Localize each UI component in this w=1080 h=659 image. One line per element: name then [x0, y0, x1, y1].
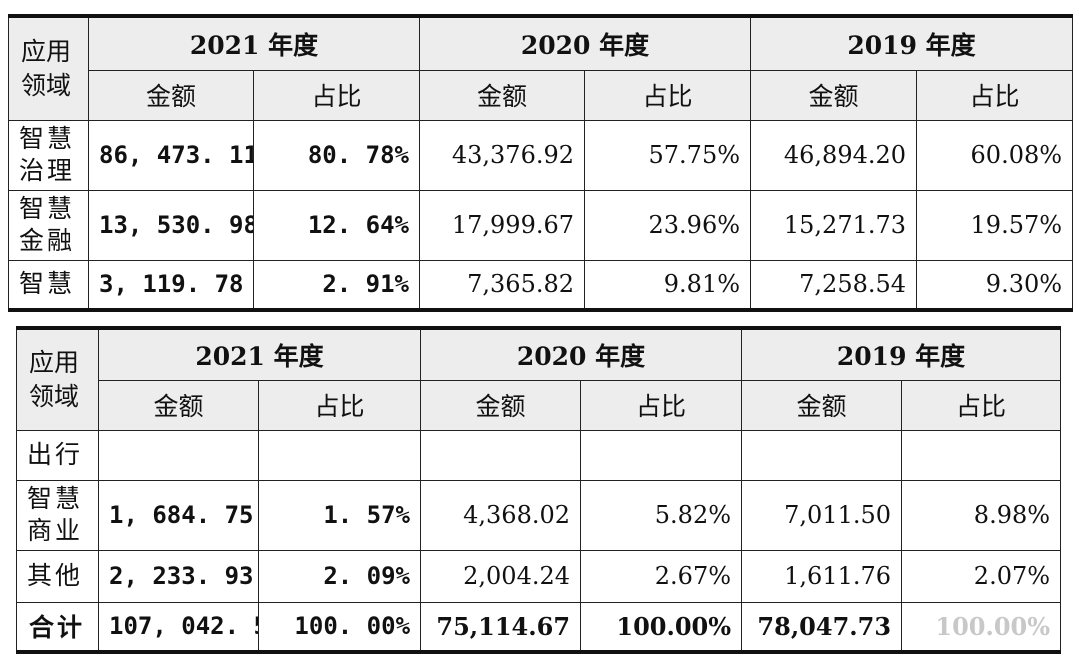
- amount-header: 金额: [741, 379, 903, 431]
- revenue-by-field-table-bottom: 应用 领域 2021 年度 2020 年度 2019 年度 金额 占比 金额 占比…: [16, 326, 1062, 654]
- row-label: 其他: [16, 549, 99, 603]
- row-label: 智慧: [8, 259, 89, 311]
- ratio-cell: 2.67%: [580, 549, 743, 603]
- ratio-cell: 80. 78%: [252, 119, 421, 191]
- ratio-header: 占比: [580, 379, 743, 431]
- ratio-cell: 9.81%: [584, 259, 752, 311]
- table-row: 智慧 金融 13, 530. 98 12. 64% 17,999.67 23.96…: [8, 189, 1074, 261]
- ratio-header: 占比: [916, 69, 1074, 121]
- amount-cell: 15,271.73: [750, 189, 918, 261]
- table-row: 智慧 治理 86, 473. 11 80. 78% 43,376.92 57.75…: [8, 119, 1074, 191]
- field-header: 应用 领域: [8, 15, 89, 121]
- amount-cell: 86, 473. 11: [88, 119, 254, 191]
- empty-cell: [98, 429, 259, 481]
- row-label: 智慧 金融: [8, 189, 89, 261]
- ratio-cell: 57.75%: [584, 119, 752, 191]
- header-fragment: [945, 0, 1075, 6]
- ratio-cell: 12. 64%: [252, 189, 421, 261]
- amount-cell: 43,376.92: [419, 119, 586, 191]
- revenue-by-field-table-top: 应用 领域 2021 年度 2020 年度 2019 年度 金额 占比 金额 占比…: [8, 14, 1074, 312]
- ratio-cell: 2. 91%: [252, 259, 421, 311]
- total-ratio-cell: 100.00%: [901, 601, 1062, 653]
- amount-header: 金额: [420, 379, 582, 431]
- amount-cell: 1,611.76: [741, 549, 903, 603]
- total-ratio-cell: 100. 00%: [257, 601, 422, 653]
- amount-cell: 2,004.24: [420, 549, 582, 603]
- year-header-2021: 2021 年度: [87, 15, 421, 71]
- empty-cell: [257, 429, 422, 481]
- row-label: 出行: [16, 429, 99, 481]
- row-label: 智慧 商业: [16, 479, 99, 551]
- ratio-cell: 19.57%: [916, 189, 1074, 261]
- empty-cell: [580, 429, 743, 481]
- amount-cell: 7,365.82: [419, 259, 586, 311]
- amount-cell: 3, 119. 78: [88, 259, 254, 311]
- table-row: 智慧 商业 1, 684. 75 1. 57% 4,368.02 5.82% 7,…: [16, 479, 1062, 551]
- total-amount-cell: 75,114.67: [420, 601, 582, 653]
- ratio-header: 占比: [901, 379, 1062, 431]
- total-label: 合计: [16, 601, 99, 653]
- year-header-2020: 2020 年度: [419, 15, 752, 71]
- year-header-2020: 2020 年度: [420, 327, 743, 381]
- ratio-cell: 2.07%: [901, 549, 1062, 603]
- table-row: 出行: [16, 429, 1062, 481]
- amount-cell: 13, 530. 98: [88, 189, 254, 261]
- ratio-header: 占比: [252, 69, 421, 121]
- ratio-cell: 9.30%: [916, 259, 1074, 311]
- ratio-header: 占比: [257, 379, 422, 431]
- ratio-header: 占比: [584, 69, 752, 121]
- amount-cell: 2, 233. 93: [98, 549, 259, 603]
- ratio-cell: 8.98%: [901, 479, 1062, 551]
- ratio-cell: 2. 09%: [257, 549, 422, 603]
- amount-cell: 17,999.67: [419, 189, 586, 261]
- year-header-2021: 2021 年度: [97, 327, 422, 381]
- total-row: 合计 107, 042. 55 100. 00% 75,114.67 100.0…: [16, 601, 1062, 653]
- amount-cell: 7,011.50: [741, 479, 903, 551]
- ratio-cell: 1. 57%: [257, 479, 422, 551]
- row-label: 智慧 治理: [8, 119, 89, 191]
- amount-header: 金额: [419, 69, 586, 121]
- field-header: 应用 领域: [16, 327, 99, 431]
- amount-cell: 1, 684. 75: [98, 479, 259, 551]
- year-header-2019: 2019 年度: [750, 15, 1074, 71]
- table-row: 智慧 3, 119. 78 2. 91% 7,365.82 9.81% 7,25…: [8, 259, 1074, 311]
- empty-cell: [901, 429, 1062, 481]
- amount-header: 金额: [750, 69, 918, 121]
- total-ratio-cell: 100.00%: [580, 601, 743, 653]
- total-amount-cell: 78,047.73: [741, 601, 903, 653]
- empty-cell: [741, 429, 903, 481]
- amount-header: 金额: [98, 379, 259, 431]
- ratio-cell: 60.08%: [916, 119, 1074, 191]
- amount-cell: 7,258.54: [750, 259, 918, 311]
- ratio-cell: 23.96%: [584, 189, 752, 261]
- amount-header: 金额: [88, 69, 254, 121]
- table-row: 其他 2, 233. 93 2. 09% 2,004.24 2.67% 1,61…: [16, 549, 1062, 603]
- amount-cell: 46,894.20: [750, 119, 918, 191]
- amount-cell: 4,368.02: [420, 479, 582, 551]
- year-header-2019: 2019 年度: [741, 327, 1062, 381]
- total-amount-cell: 107, 042. 55: [98, 601, 259, 653]
- empty-cell: [420, 429, 582, 481]
- ratio-cell: 5.82%: [580, 479, 743, 551]
